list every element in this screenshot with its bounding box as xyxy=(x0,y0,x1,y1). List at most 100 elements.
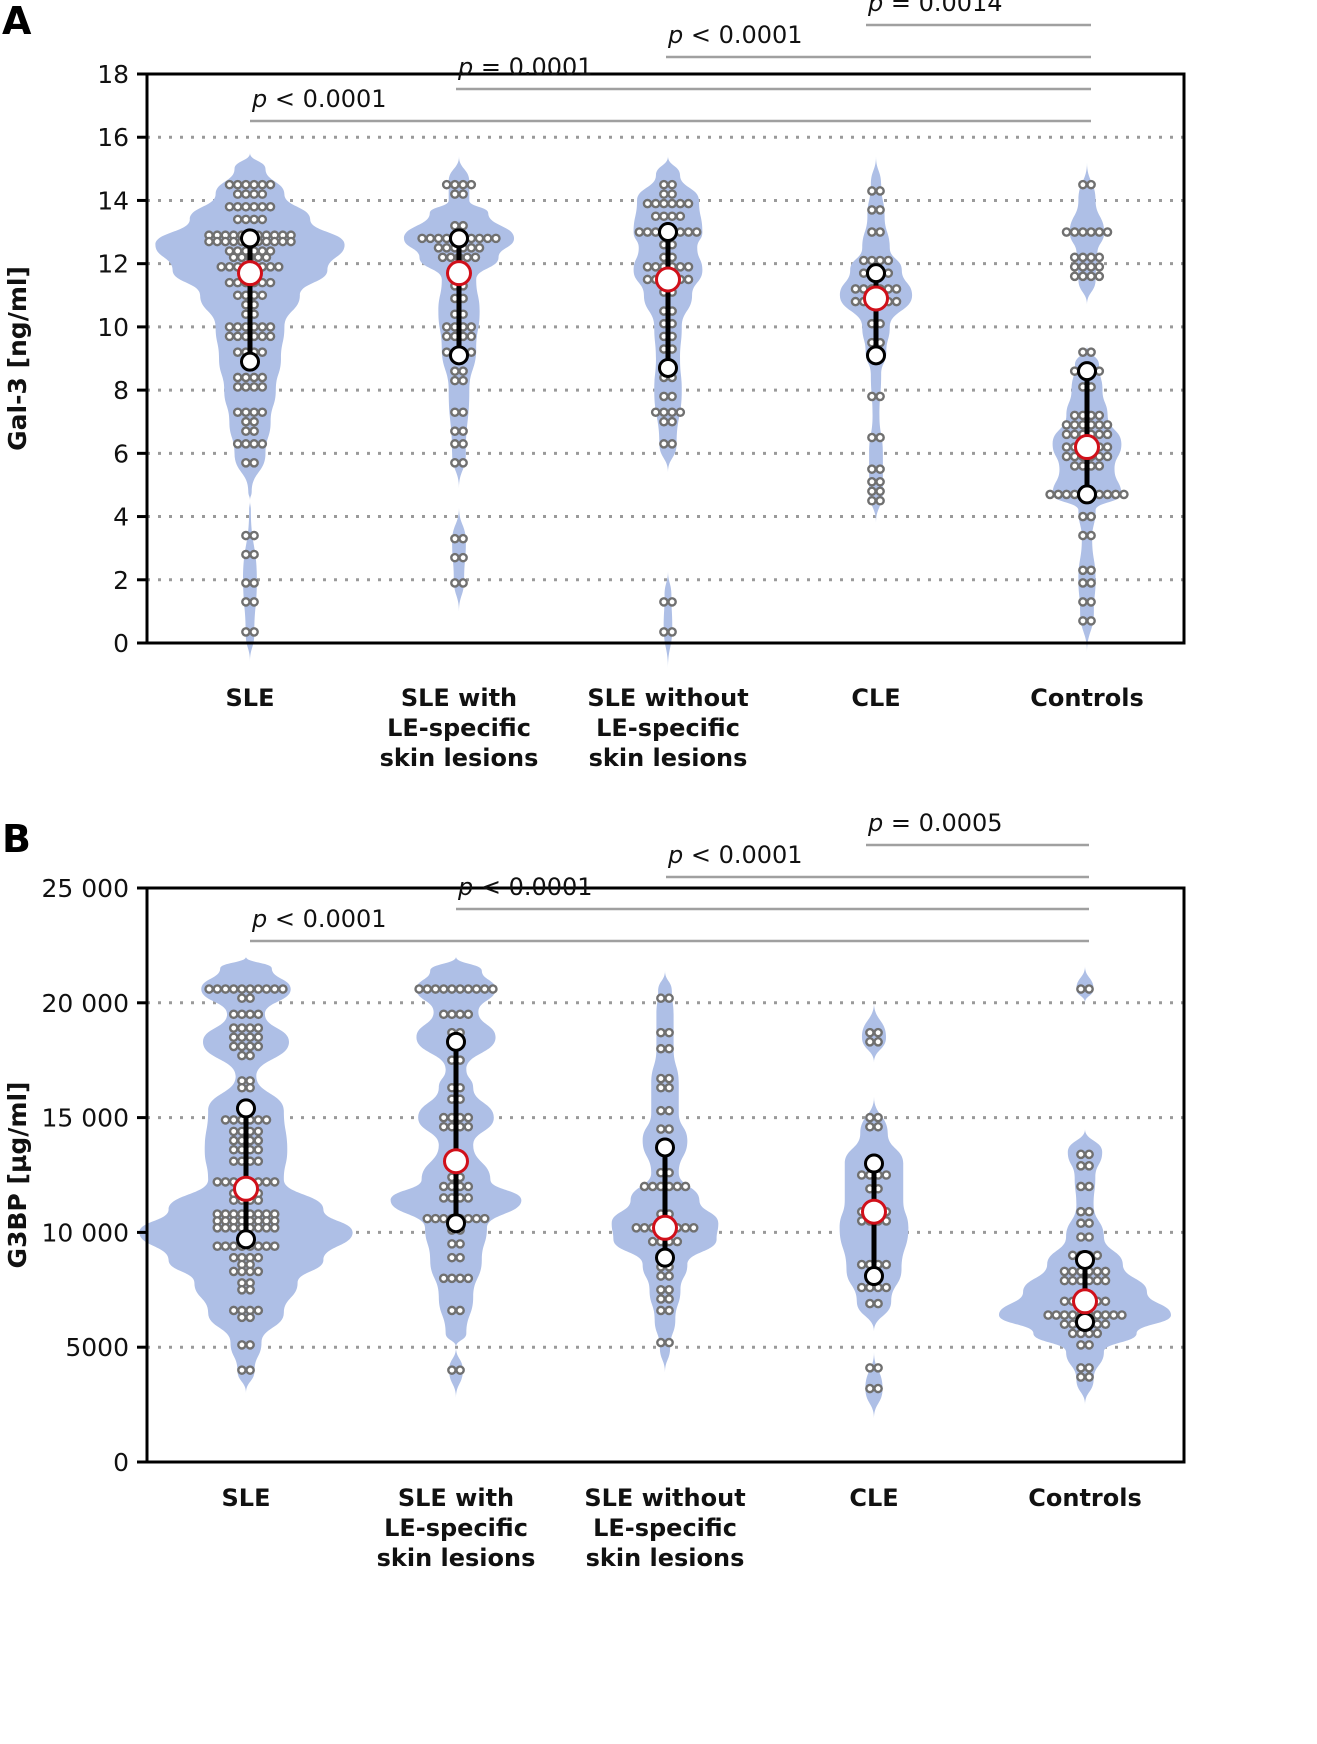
data-point xyxy=(1061,451,1072,462)
data-point xyxy=(881,1282,892,1293)
data-point xyxy=(458,375,468,386)
violin-group xyxy=(999,966,1171,1405)
data-point xyxy=(269,1177,280,1187)
category-label: skin lesions xyxy=(377,1544,536,1572)
p-symbol: p xyxy=(251,85,267,113)
data-point xyxy=(1067,1275,1078,1286)
data-point xyxy=(1086,511,1096,522)
data-point xyxy=(253,1023,264,1033)
data-point xyxy=(1069,461,1080,471)
q1-marker xyxy=(449,345,469,366)
data-point xyxy=(656,1294,666,1304)
y-tick-label: 16 xyxy=(97,123,129,152)
data-point xyxy=(458,366,468,376)
data-point xyxy=(1102,420,1113,430)
violin-group xyxy=(611,970,719,1373)
p-symbol: p xyxy=(457,53,473,81)
data-point xyxy=(873,1121,883,1132)
data-point xyxy=(691,227,702,237)
data-point xyxy=(228,236,239,247)
data-point xyxy=(873,1027,883,1038)
data-point xyxy=(1078,578,1088,588)
data-point xyxy=(261,236,272,247)
data-point xyxy=(667,627,677,637)
data-point xyxy=(639,1223,650,1233)
data-point xyxy=(1094,227,1105,237)
data-point xyxy=(867,495,877,506)
data-point xyxy=(656,1043,666,1054)
median-marker xyxy=(233,1175,259,1202)
data-point xyxy=(249,179,259,190)
data-point xyxy=(875,186,885,196)
data-point xyxy=(856,1170,867,1180)
category-label: SLE with xyxy=(398,1484,514,1512)
category-label: LE-specific xyxy=(387,714,531,742)
data-point xyxy=(232,407,243,418)
data-point xyxy=(237,1266,247,1277)
data-point xyxy=(675,262,686,272)
data-point xyxy=(1100,1275,1111,1286)
data-point xyxy=(438,1193,449,1203)
data-point xyxy=(1084,1363,1094,1373)
data-point xyxy=(1069,252,1080,263)
data-point xyxy=(656,993,666,1004)
data-point xyxy=(257,407,268,418)
data-point xyxy=(441,322,452,332)
data-point xyxy=(450,189,460,199)
data-point xyxy=(224,322,235,332)
data-point xyxy=(241,458,251,468)
p-value: < 0.0001 xyxy=(683,21,802,49)
p-symbol: p xyxy=(867,0,883,17)
data-point xyxy=(1102,429,1113,440)
data-point xyxy=(656,1285,666,1295)
data-point xyxy=(1059,1319,1070,1330)
data-point xyxy=(220,1115,231,1125)
p-value-label: p = 0.0014 xyxy=(867,0,1003,17)
data-point xyxy=(664,1294,674,1304)
data-point xyxy=(1086,271,1096,282)
p-symbol: p xyxy=(457,873,473,901)
panel-letter: B xyxy=(2,817,31,861)
data-point xyxy=(220,236,231,247)
data-point xyxy=(253,1041,264,1052)
data-point xyxy=(667,189,677,199)
data-point xyxy=(1084,1181,1094,1192)
data-point xyxy=(224,331,235,342)
data-point xyxy=(257,331,268,342)
data-point xyxy=(659,416,669,427)
data-point xyxy=(1094,429,1105,440)
data-point xyxy=(865,1298,875,1309)
data-point xyxy=(458,407,468,418)
data-point xyxy=(253,1241,264,1251)
y-tick-label: 8 xyxy=(113,376,129,405)
data-point xyxy=(447,1009,457,1020)
data-point xyxy=(463,1273,474,1284)
q3-marker xyxy=(1077,361,1097,382)
data-point xyxy=(458,578,468,588)
data-point xyxy=(1076,1218,1086,1229)
data-point xyxy=(204,984,214,994)
data-point xyxy=(659,439,669,449)
data-point xyxy=(249,416,259,427)
data-point xyxy=(241,439,251,449)
data-point xyxy=(659,391,669,402)
data-point xyxy=(212,236,222,247)
p-symbol: p xyxy=(667,841,683,869)
data-point xyxy=(1069,227,1080,237)
data-point xyxy=(1067,1266,1078,1277)
data-point xyxy=(438,1112,449,1123)
data-point xyxy=(1078,179,1088,190)
data-point xyxy=(241,382,251,392)
data-point xyxy=(441,243,452,253)
p-value: = 0.0001 xyxy=(473,53,592,81)
data-point xyxy=(450,552,460,563)
data-point xyxy=(1092,1266,1103,1277)
data-point xyxy=(253,1144,264,1155)
data-point xyxy=(241,597,251,607)
category-label: SLE without xyxy=(587,684,748,712)
category-label: Controls xyxy=(1028,1484,1142,1512)
data-point xyxy=(462,252,473,263)
median-marker xyxy=(655,266,681,293)
data-point xyxy=(1078,616,1088,626)
